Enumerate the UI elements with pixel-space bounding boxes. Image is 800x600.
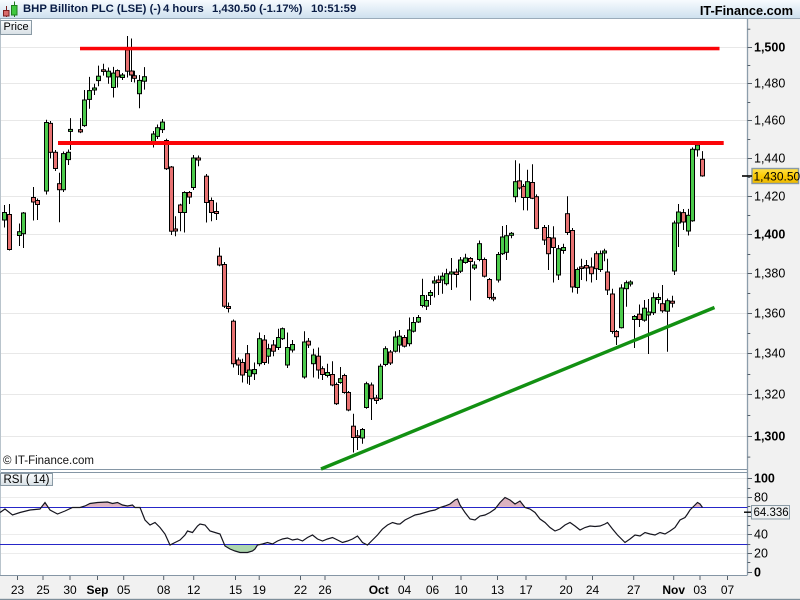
svg-text:1,300: 1,300 <box>754 430 785 444</box>
svg-text:1,360: 1,360 <box>754 307 785 321</box>
svg-text:13: 13 <box>491 583 505 597</box>
svg-text:10: 10 <box>454 583 468 597</box>
svg-text:1,340: 1,340 <box>754 347 785 361</box>
svg-text:1,430.50: 1,430.50 <box>754 170 800 184</box>
svg-text:06: 06 <box>426 583 440 597</box>
svg-text:05: 05 <box>117 583 131 597</box>
svg-text:Oct: Oct <box>369 583 389 597</box>
svg-text:25: 25 <box>36 583 50 597</box>
svg-text:30: 30 <box>63 583 77 597</box>
svg-text:1,420: 1,420 <box>754 190 785 204</box>
svg-text:03: 03 <box>693 583 707 597</box>
svg-text:Nov: Nov <box>662 583 685 597</box>
svg-text:40: 40 <box>754 528 768 542</box>
svg-text:17: 17 <box>519 583 533 597</box>
svg-text:19: 19 <box>253 583 267 597</box>
svg-text:64.336: 64.336 <box>754 507 789 519</box>
svg-text:12: 12 <box>187 583 201 597</box>
svg-text:22: 22 <box>294 583 308 597</box>
svg-text:26: 26 <box>318 583 332 597</box>
svg-text:1,500: 1,500 <box>754 41 785 55</box>
svg-text:24: 24 <box>586 583 600 597</box>
svg-text:23: 23 <box>11 583 25 597</box>
svg-text:1,380: 1,380 <box>754 267 785 281</box>
svg-text:Sep: Sep <box>86 583 108 597</box>
svg-text:1,480: 1,480 <box>754 77 785 91</box>
svg-text:15: 15 <box>229 583 243 597</box>
svg-text:0: 0 <box>754 566 761 580</box>
svg-text:27: 27 <box>627 583 641 597</box>
svg-text:100: 100 <box>754 472 775 486</box>
svg-text:1,320: 1,320 <box>754 388 785 402</box>
svg-text:08: 08 <box>157 583 171 597</box>
svg-text:1,460: 1,460 <box>754 114 785 128</box>
svg-text:80: 80 <box>754 491 768 505</box>
svg-text:07: 07 <box>721 583 735 597</box>
svg-text:1,400: 1,400 <box>754 228 785 242</box>
svg-text:1,440: 1,440 <box>754 152 785 166</box>
svg-text:04: 04 <box>398 583 412 597</box>
svg-text:20: 20 <box>754 547 768 561</box>
svg-text:20: 20 <box>559 583 573 597</box>
